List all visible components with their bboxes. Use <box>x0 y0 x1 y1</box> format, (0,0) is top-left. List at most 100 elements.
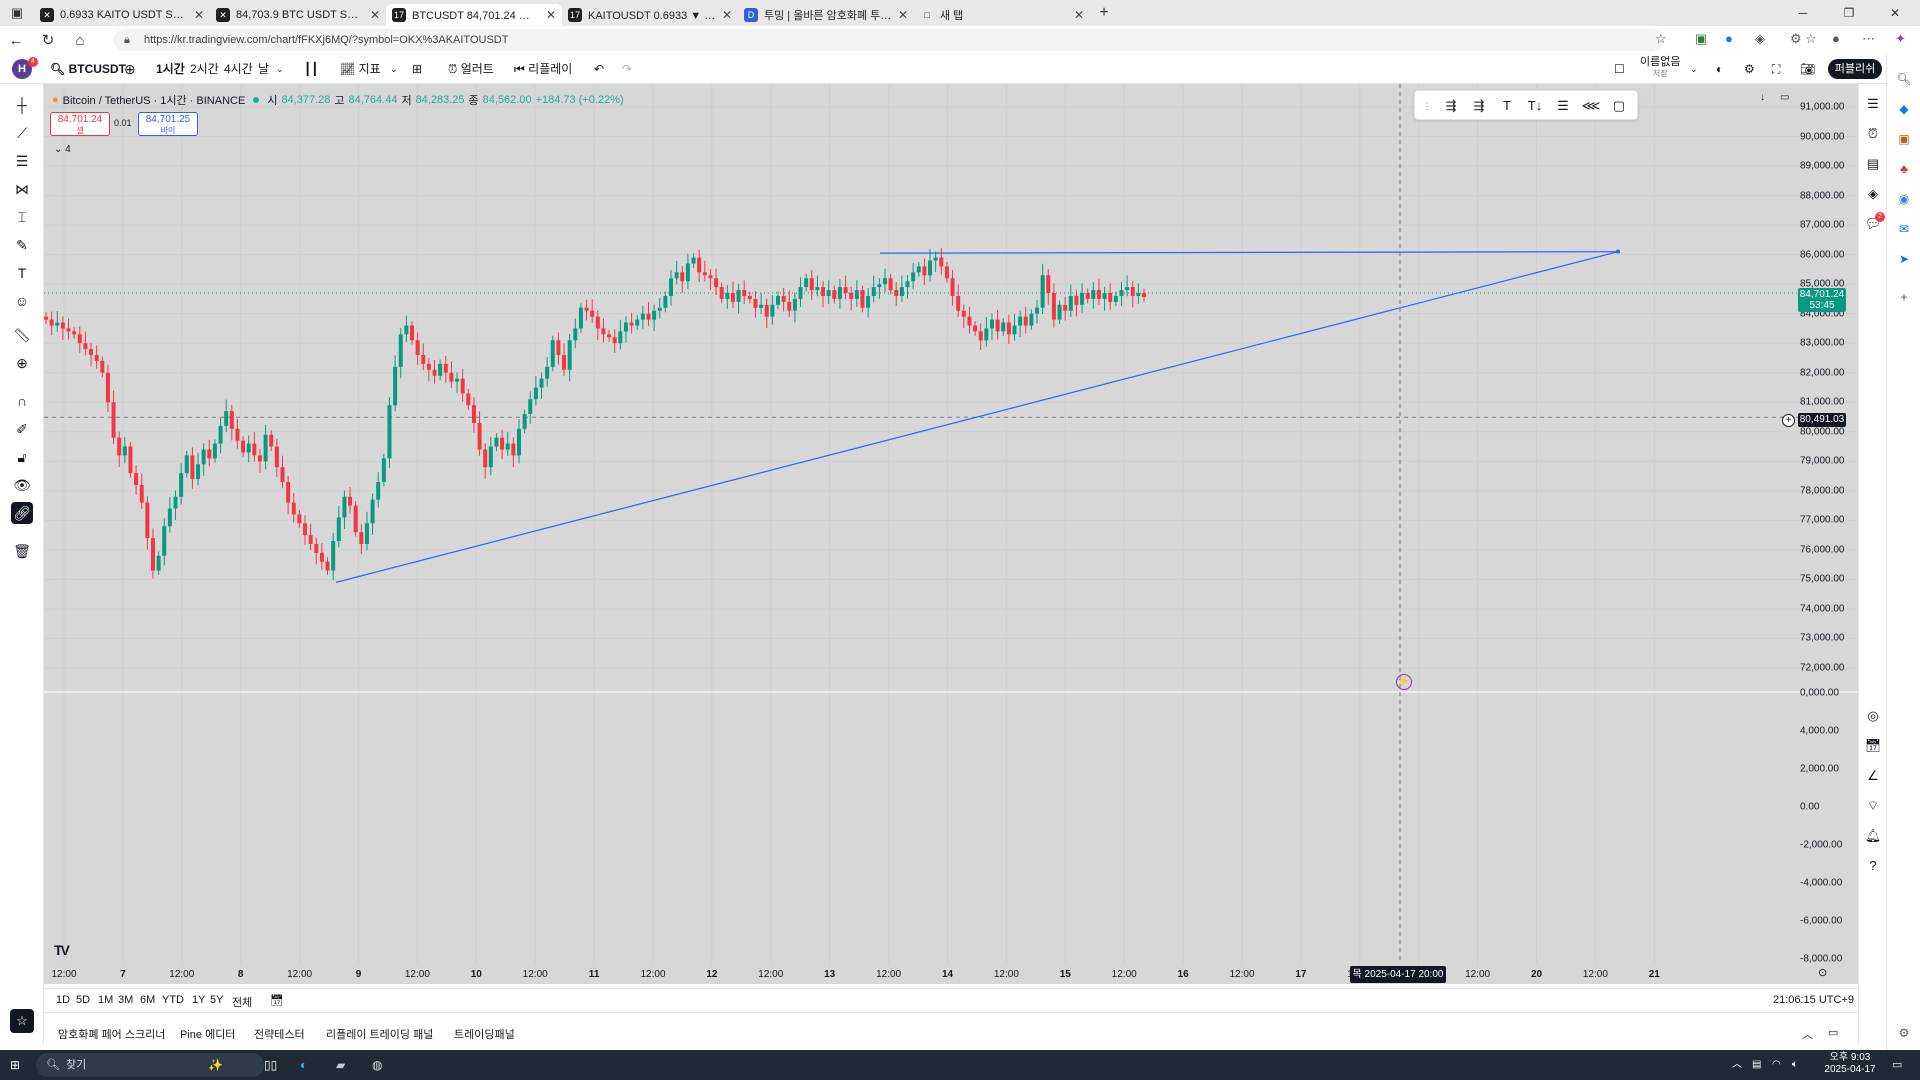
sync-link-icon[interactable]: 🔗︎ <box>11 502 33 524</box>
notification-center-icon[interactable]: ▭ <box>1892 1059 1903 1071</box>
collapse-panel-chevron-up-icon[interactable]: ︿ <box>1802 1029 1813 1041</box>
ruler-icon[interactable]: 📏︎ <box>13 327 31 343</box>
tab-close-icon[interactable]: ✕ <box>1073 8 1084 22</box>
more-menu-icon[interactable]: ⋯ <box>1862 31 1875 46</box>
minimize-icon[interactable]: ─ <box>1798 6 1808 20</box>
browser-tab[interactable]: ✕ 84,703.9 BTC USDT Spot Trading ✕ <box>210 4 386 26</box>
drag-handle-icon[interactable]: ⋮ <box>1422 101 1432 111</box>
games-icon[interactable]: ♣ <box>1900 162 1908 176</box>
scroll-down-icon[interactable]: ↓ <box>1760 92 1765 103</box>
alerts-clock-icon[interactable]: ⏰︎ <box>1867 126 1879 141</box>
shopping-icon[interactable]: ▣ <box>1898 132 1910 146</box>
reload-icon[interactable]: ↻ <box>41 32 55 49</box>
patterns-icon[interactable]: ⋈ <box>15 181 29 197</box>
interval-2h-button[interactable]: 2시간 <box>190 62 219 76</box>
compare-symbol-icon[interactable]: ⊕ <box>124 61 136 77</box>
indicators-collapse-toggle[interactable]: ⌄ 4 <box>54 144 71 155</box>
app-icon[interactable]: ▰ <box>336 1058 346 1072</box>
browser-extensions-icon[interactable]: ⚙ <box>1790 31 1802 46</box>
layout-dropdown-icon[interactable]: ⌄ <box>1690 64 1698 74</box>
range-3m-button[interactable]: 3M <box>118 994 134 1006</box>
frame-icon[interactable]: ▢ <box>1612 98 1626 113</box>
lock-drawings-icon[interactable]: 🔓︎ <box>17 449 27 465</box>
projection-icon[interactable]: ⌶ <box>17 209 27 225</box>
office-icon[interactable]: ◉ <box>1898 192 1910 206</box>
back-icon[interactable]: ← <box>8 31 24 49</box>
options-chart-icon[interactable]: ∠ <box>1867 768 1879 783</box>
new-tab-button[interactable]: + <box>1099 4 1109 21</box>
publish-button[interactable]: 퍼블리쉬 <box>1828 59 1882 79</box>
trash-icon[interactable]: 🗑︎ <box>13 543 31 559</box>
layers-icon[interactable]: ◈ <box>1868 186 1878 201</box>
copilot-sparkle-icon[interactable]: ✨ <box>208 1058 223 1072</box>
fib-retracement-icon[interactable]: ☰ <box>15 153 29 169</box>
browser-tab[interactable]: □ 새 탭 ✕ <box>914 4 1090 26</box>
event-marker-icon[interactable]: ⚡ <box>1396 674 1412 690</box>
layouts-grid-icon[interactable]: ⊞ <box>412 62 423 76</box>
symbol-search-button[interactable]: 🔍︎ BTCUSDT <box>50 60 126 78</box>
interval-4h-button[interactable]: 4시간 <box>224 62 253 76</box>
goto-date-calendar-icon[interactable]: 📅︎ <box>270 995 284 1007</box>
time-axis[interactable]: 12:00 7 12:00 8 12:00 9 12:00 10 12:00 11 12:00 12 1… <box>44 964 1814 984</box>
text-size-icon[interactable]: T↓ <box>1527 98 1543 113</box>
quick-search-icon[interactable]: ◐ <box>1716 62 1724 76</box>
news-feed-icon[interactable]: ⌔ <box>1866 798 1880 813</box>
range-all-button[interactable]: 전체 <box>232 997 253 1009</box>
maximize-panel-icon[interactable]: ▭ <box>1828 1027 1839 1039</box>
interval-day-button[interactable]: 날 <box>258 62 270 76</box>
tab-pine-editor[interactable]: Pine 에디터 <box>180 1029 236 1041</box>
candle-type-icon[interactable]: ┃┃ <box>304 62 319 76</box>
stay-in-drawing-icon[interactable]: ✐ <box>16 421 28 437</box>
home-icon[interactable]: ⌂ <box>75 31 85 49</box>
tab-close-icon[interactable]: ✕ <box>721 8 732 22</box>
url-input[interactable]: 🔒︎ https://kr.tradingview.com/chart/fFKX… <box>114 29 1664 51</box>
layout-name-button[interactable]: 이름없음 저장 <box>1640 57 1680 79</box>
browser-tab[interactable]: D 투밍 | 올바른 암호화폐 투자의 도 ✕ <box>738 4 914 26</box>
brush-icon[interactable]: ✎ <box>16 237 28 253</box>
task-view-icon[interactable]: ▯▯ <box>264 1058 278 1072</box>
notifications-bell-icon[interactable]: 🔔︎ <box>1864 828 1882 843</box>
range-1d-button[interactable]: 1D <box>56 994 71 1006</box>
add-sidebar-app-icon[interactable]: + <box>1900 290 1908 304</box>
time-axis-settings-icon[interactable]: ⊙ <box>1818 967 1828 979</box>
tab-close-icon[interactable]: ✕ <box>897 8 908 22</box>
browser-tab[interactable]: ✕ 0.6933 KAITO USDT Spot Trading ✕ <box>34 4 210 26</box>
app-icon[interactable]: ◍ <box>372 1058 383 1072</box>
candlestick-chart[interactable] <box>44 84 1858 984</box>
sidebar-app-icon[interactable]: ◆ <box>1899 102 1909 116</box>
range-6m-button[interactable]: 6M <box>140 994 156 1006</box>
range-5d-button[interactable]: 5D <box>76 994 91 1006</box>
range-ytd-button[interactable]: YTD <box>162 994 184 1006</box>
watchlist-icon[interactable]: ☰ <box>1867 96 1879 111</box>
window-menu-icon[interactable]: ▣ <box>10 5 24 20</box>
tab-close-icon[interactable]: ✕ <box>193 8 204 22</box>
target-icon[interactable]: ◎ <box>1867 708 1879 723</box>
range-1m-button[interactable]: 1M <box>98 994 114 1006</box>
buy-button[interactable]: 84,701.25 바이 <box>138 112 198 136</box>
calendar-icon[interactable]: 📅︎ <box>1864 738 1882 753</box>
text-tool-icon[interactable]: T <box>1503 98 1511 113</box>
network-icon[interactable]: ◠ <box>1772 1059 1781 1070</box>
avatar[interactable]: H <box>12 59 32 79</box>
emoji-icon[interactable]: ☺ <box>14 293 30 309</box>
tab-close-icon[interactable]: ✕ <box>545 8 556 22</box>
hide-drawings-eye-icon[interactable]: 👁︎ <box>13 477 31 493</box>
volume-icon[interactable]: 🔈︎ <box>1792 1059 1798 1070</box>
fullscreen-icon[interactable]: ⛶ <box>1772 62 1781 76</box>
taskbar-clock[interactable]: 오후 9:03 2025-04-17 <box>1820 1052 1880 1076</box>
alert-button[interactable]: ⏰︎ 얼러트 <box>448 60 494 78</box>
copilot-icon[interactable]: ✦ <box>1895 31 1906 46</box>
tab-trading-panel[interactable]: 트레이딩패널 <box>454 1029 515 1041</box>
profile-icon[interactable]: ● <box>1832 31 1840 46</box>
timezone-clock[interactable]: 21:06:15 UTC+9 <box>1772 994 1854 1006</box>
trend-line-icon[interactable]: ⟋ <box>17 125 27 141</box>
undo-icon[interactable]: ↶ <box>594 62 605 76</box>
text-tool-icon[interactable]: T <box>17 265 27 281</box>
line-style-icon[interactable]: ☰ <box>1557 98 1569 113</box>
range-1y-button[interactable]: 1Y <box>192 994 206 1006</box>
channel-tool-icon[interactable]: ⇶ <box>1473 98 1485 113</box>
tray-app-icon[interactable]: ▤ <box>1752 1059 1762 1070</box>
tab-replay-trading-panel[interactable]: 리플레이 트레이딩 패널 <box>326 1029 434 1041</box>
indicators-dropdown-icon[interactable]: ⌄ <box>390 64 398 74</box>
close-window-icon[interactable]: ✕ <box>1889 6 1901 20</box>
